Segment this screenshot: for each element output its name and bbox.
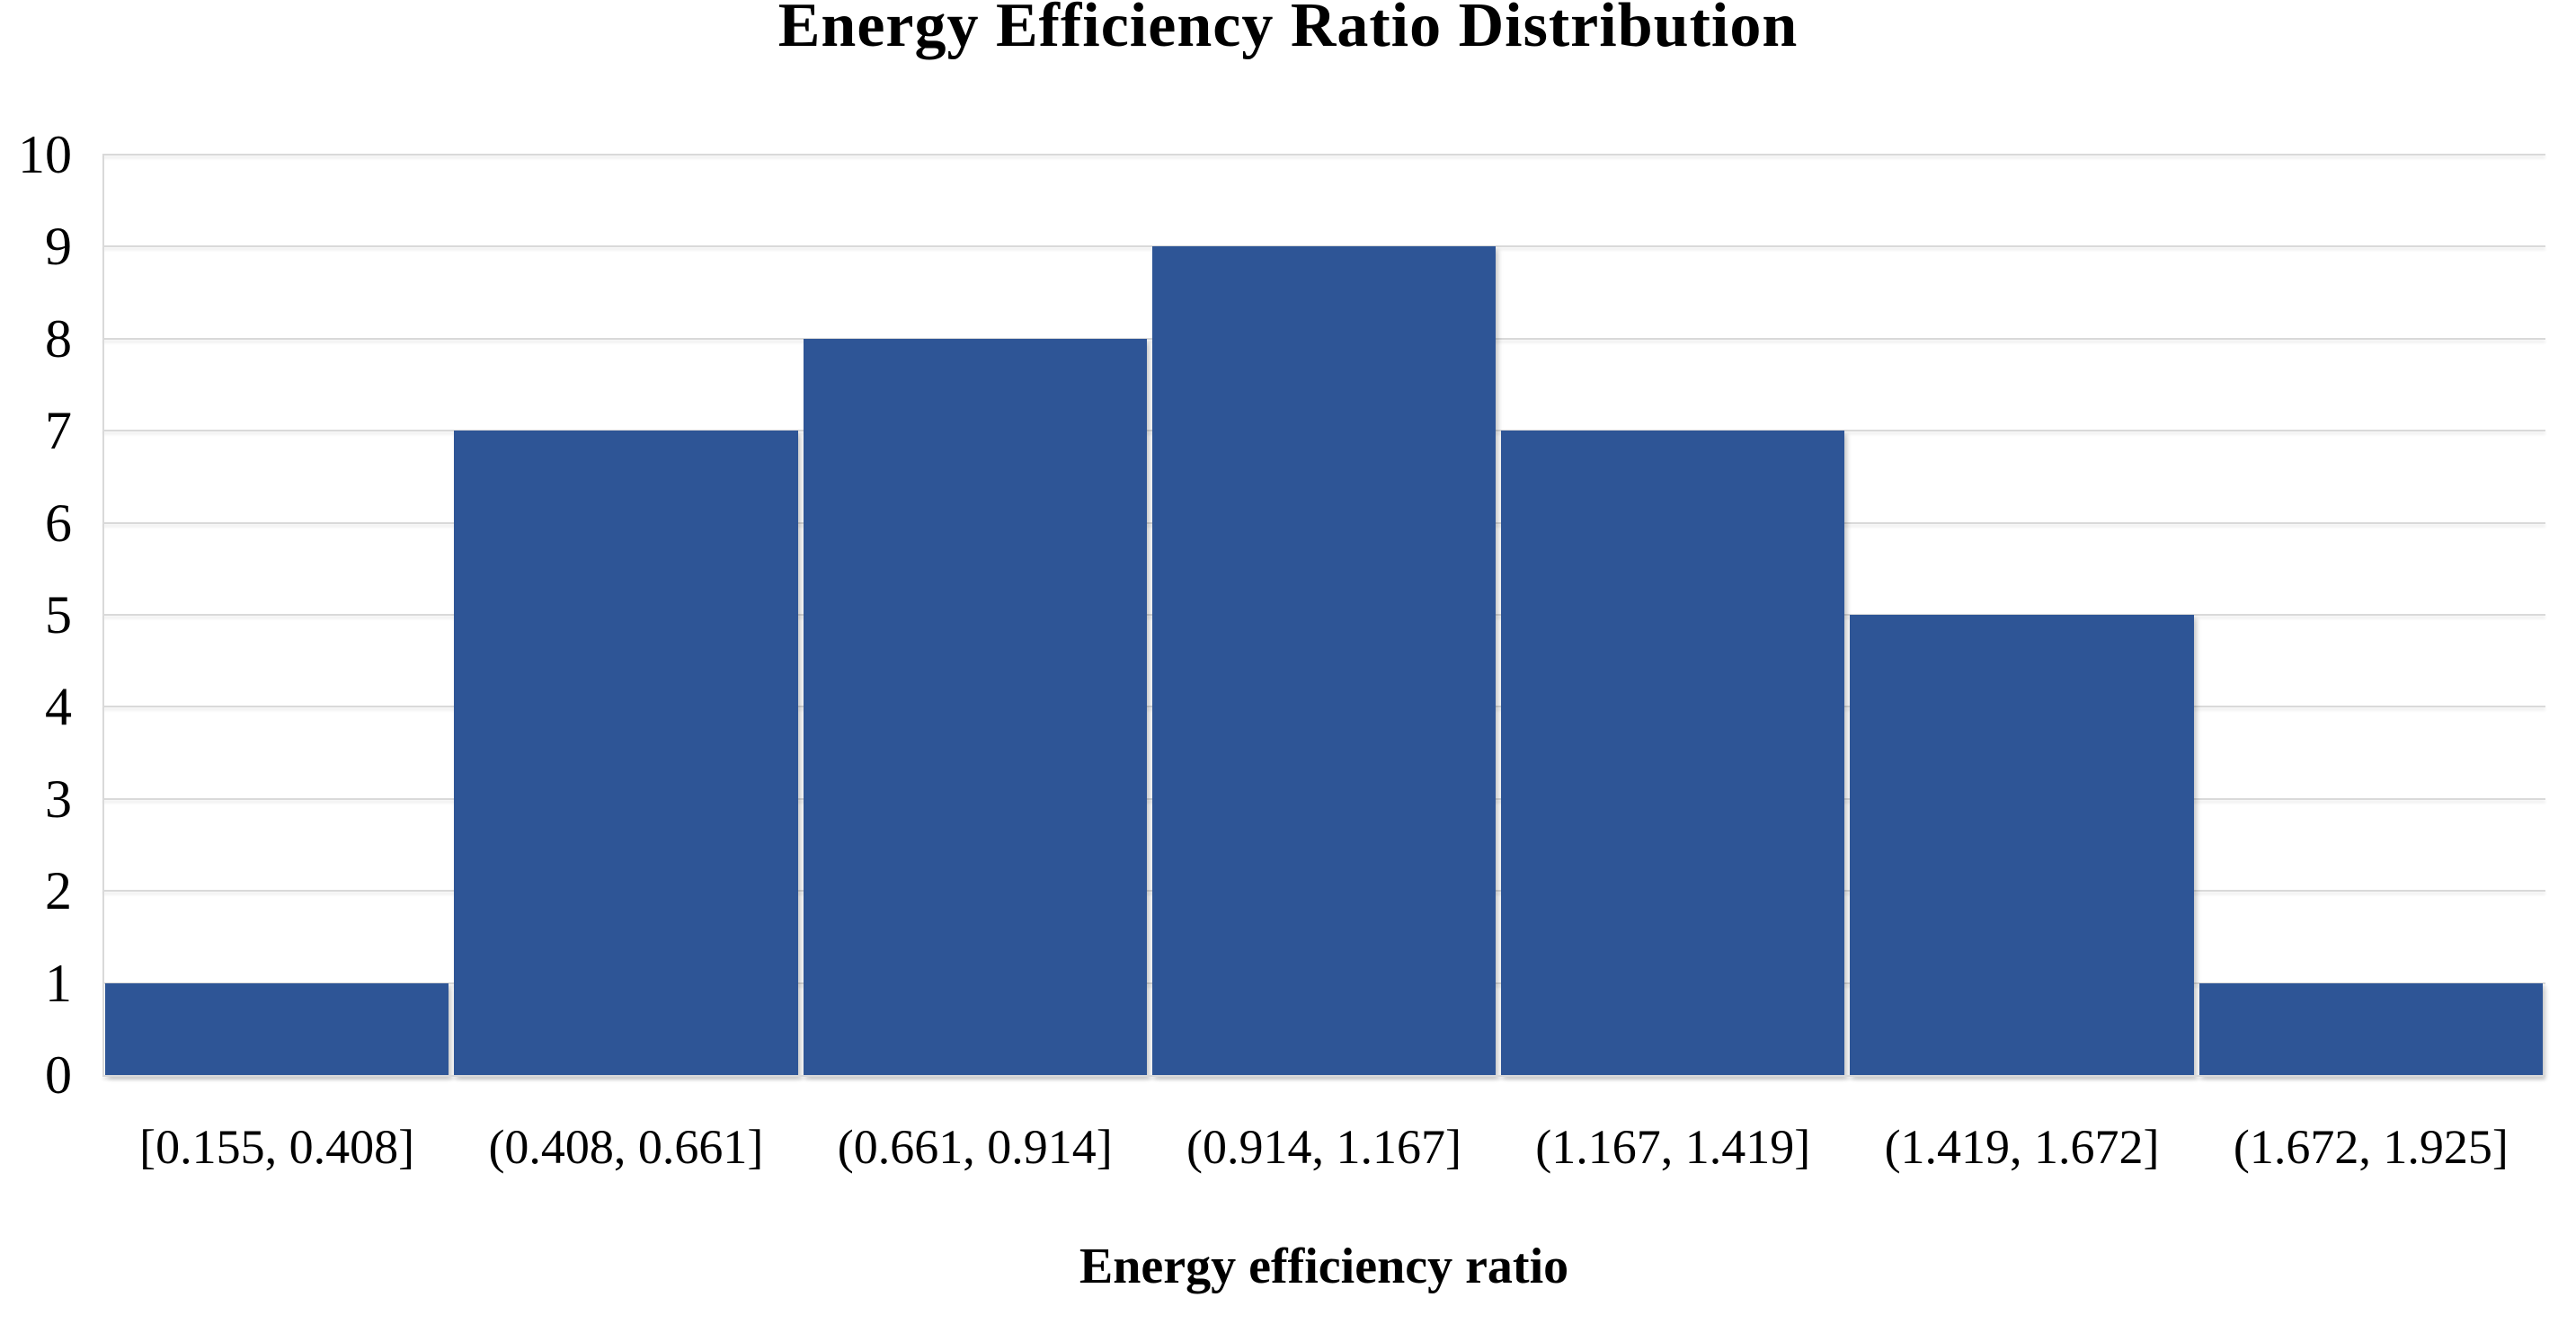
x-axis-line [102,1075,2545,1077]
x-tick-label: (0.914, 1.167] [1186,1120,1461,1174]
gridline [102,154,2545,156]
bar-slot [102,155,451,1075]
x-tick-label: (0.408, 0.661] [488,1120,764,1174]
y-tick-label: 0 [45,1045,72,1105]
bar [1151,246,1497,1075]
y-tick-label: 3 [45,769,72,829]
x-tick-label: [0.155, 0.408] [139,1120,415,1174]
x-tick-label: (1.672, 1.925] [2233,1120,2509,1174]
chart-title: Energy Efficiency Ratio Distribution [777,0,1799,60]
bar-slot [801,155,1150,1075]
y-tick-label: 4 [45,677,72,737]
y-tick-label: 8 [45,308,72,369]
y-tick-label: 10 [18,125,72,184]
bar [1850,615,2194,1075]
y-tick-label: 7 [45,401,72,461]
x-tick-label: (0.661, 0.914] [837,1120,1113,1174]
y-tick-label: 1 [45,953,72,1013]
bar-slot [1847,155,2196,1075]
bar [105,982,449,1075]
bar-slot [1498,155,1847,1075]
x-tick-label: (1.167, 1.419] [1535,1120,1811,1174]
bar [1501,431,1845,1075]
y-axis: 0 1 2 3 4 5 6 7 8 9 10 [0,128,77,1102]
bars [102,155,2545,1075]
y-axis-line [102,155,104,1077]
bar [2198,982,2543,1075]
x-axis: [0.155, 0.408] (0.408, 0.661] (0.661, 0.91… [102,1118,2545,1177]
bar [454,431,798,1075]
y-tick-label: 5 [45,585,72,644]
x-tick-label: (1.419, 1.672] [1884,1120,2160,1174]
bar [803,338,1147,1075]
y-tick-label: 9 [45,217,72,277]
bar-slot [2197,155,2545,1075]
plot-area [102,154,2545,1075]
bar-slot [451,155,800,1075]
y-tick-label: 6 [45,493,72,553]
y-tick-label: 2 [45,861,72,921]
x-axis-title: Energy efficiency ratio [1079,1239,1569,1294]
bar-slot [1150,155,1498,1075]
